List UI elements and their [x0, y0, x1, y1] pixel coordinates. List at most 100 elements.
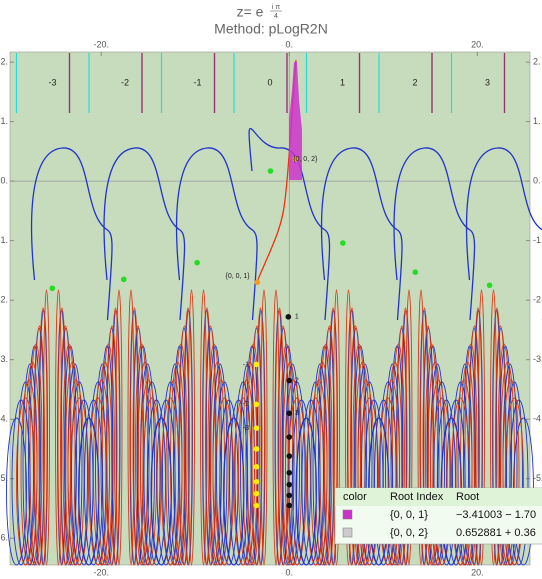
sector-label: -1	[193, 77, 201, 87]
y-tick-label-right: -3.	[533, 354, 542, 364]
lobe-red	[432, 397, 452, 566]
blue-curve	[465, 147, 542, 320]
sector-label: 3	[485, 77, 490, 87]
point	[285, 314, 292, 320]
sector-label: -2	[121, 77, 129, 87]
lobe-blue	[78, 417, 100, 566]
legend-swatch	[342, 509, 353, 520]
lobe-red	[469, 325, 480, 566]
x-tick-label: -20.	[93, 39, 109, 49]
lobe-red	[319, 343, 333, 566]
y-tick-label: -4.	[0, 414, 8, 424]
y-tick-label-right: 2.	[533, 56, 541, 66]
lobe-red	[106, 325, 118, 566]
subtitle: Method: pLogR2N	[214, 21, 328, 37]
y-tick-label-right: 1.	[533, 116, 541, 126]
lobe-red	[495, 325, 506, 566]
lobe-red	[174, 343, 188, 566]
plot-background	[10, 52, 530, 565]
lobe-red	[207, 343, 221, 566]
lobe-red	[464, 343, 478, 566]
x-tick-label: 20.	[471, 39, 484, 49]
lobe-red	[392, 343, 405, 566]
legend-root: −3.41003 − 1.70	[456, 509, 536, 521]
lobe-red	[306, 397, 325, 566]
lobe-blue	[296, 417, 317, 566]
y-tick-label: -2.	[0, 295, 8, 305]
plot-frame	[9, 51, 531, 566]
lobe-blue	[292, 399, 311, 566]
point	[49, 285, 56, 292]
lobe-red	[179, 325, 190, 566]
lobe-blue	[156, 399, 176, 566]
lobe-red	[287, 397, 307, 566]
annotation: 1	[295, 314, 299, 321]
y-tick-label-right: -5.	[533, 473, 542, 483]
lobe-red	[324, 325, 335, 566]
blue-curve	[393, 147, 476, 321]
y-tick-label-right: -4.	[533, 414, 542, 424]
point	[253, 502, 260, 509]
blue-curve	[30, 147, 113, 321]
lobe-red	[34, 325, 45, 566]
sector-label: 1	[340, 77, 345, 87]
sector-label: 2	[412, 77, 417, 87]
blue-curve	[320, 147, 403, 321]
lobe-red	[350, 325, 361, 566]
lobe-blue	[374, 399, 393, 566]
point	[267, 168, 274, 174]
lobe-blue	[229, 399, 248, 566]
lobe-red	[20, 379, 38, 566]
lobe-blue	[219, 399, 239, 566]
point	[412, 269, 419, 275]
magenta-band	[289, 62, 302, 180]
annotation: 2	[295, 377, 299, 384]
point	[253, 401, 260, 408]
lobe-red	[285, 379, 302, 566]
lobe-red	[161, 397, 180, 566]
point	[254, 279, 261, 286]
curves	[6, 59, 542, 566]
y-tick-label-right: -1.	[533, 235, 542, 245]
point	[286, 502, 293, 509]
annotation: {0, 0, 2}	[293, 156, 318, 163]
title-exp-den: 4	[274, 13, 278, 20]
x-tick-label-bottom: -20.	[93, 567, 109, 577]
blue-curve	[103, 147, 186, 321]
lobe-blue	[147, 399, 166, 566]
lobe-red	[29, 343, 43, 566]
lobe-blue	[437, 399, 456, 566]
y-tick-label-right: 0.	[533, 176, 541, 186]
lobe-red	[360, 397, 379, 566]
x-tick-label-bottom: 0.	[286, 567, 294, 577]
annotation: {0, 0, 1}	[225, 273, 250, 280]
point	[286, 434, 293, 440]
lobe-red	[67, 379, 85, 566]
lobe-red	[93, 379, 110, 566]
point	[194, 259, 200, 266]
lobe-red	[62, 343, 76, 566]
lobe-blue	[11, 399, 31, 566]
lobe-red	[165, 379, 183, 566]
sector-label: -3	[48, 77, 56, 87]
lobe-red	[60, 325, 71, 566]
lobe-red	[205, 325, 216, 566]
point	[292, 156, 299, 162]
lobe-red	[142, 397, 162, 566]
lobe-red	[238, 379, 255, 566]
y-tick-label: -6.	[0, 533, 8, 543]
lobe-red	[430, 379, 447, 566]
lobe-red	[455, 379, 473, 566]
lobe-red	[16, 397, 35, 566]
point	[253, 361, 260, 368]
y-tick-label: 2.	[0, 56, 8, 66]
lobe-blue	[223, 417, 245, 566]
lobe-red	[451, 397, 470, 566]
point	[286, 492, 293, 499]
sector-label: 0	[267, 77, 272, 87]
lobe-red	[378, 397, 398, 566]
lobe-red	[70, 397, 89, 566]
lobe-red	[212, 379, 230, 566]
lobe-red	[352, 343, 366, 566]
